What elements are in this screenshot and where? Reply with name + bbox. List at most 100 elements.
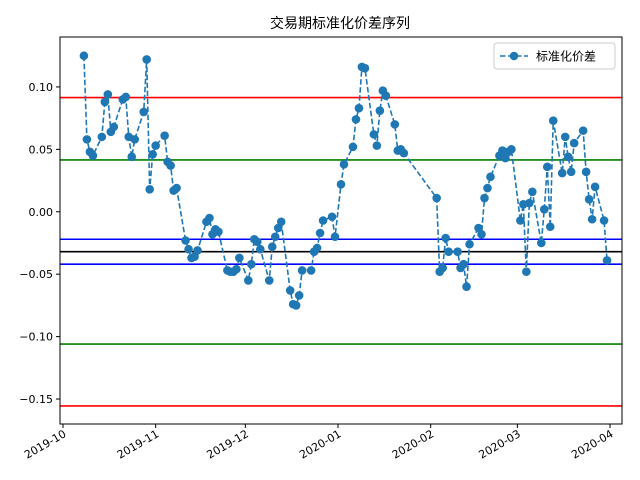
data-point-4 bbox=[97, 132, 107, 142]
data-point-104 bbox=[542, 162, 552, 172]
data-point-16 bbox=[145, 185, 154, 194]
data-point-80 bbox=[441, 233, 450, 243]
plot-frame bbox=[59, 36, 623, 425]
x-tick-label-1: 2019-11 bbox=[115, 427, 161, 461]
data-point-40 bbox=[247, 259, 256, 269]
data-point-61 bbox=[336, 180, 346, 189]
data-point-70 bbox=[375, 106, 385, 115]
data-point-44 bbox=[264, 276, 274, 285]
data-point-76 bbox=[399, 148, 409, 158]
data-point-17 bbox=[148, 150, 157, 159]
data-point-67 bbox=[360, 63, 370, 73]
data-point-86 bbox=[465, 239, 474, 249]
data-point-12 bbox=[127, 152, 137, 162]
data-point-5 bbox=[100, 97, 110, 107]
data-point-18 bbox=[151, 141, 160, 150]
data-point-110 bbox=[566, 167, 576, 177]
data-point-79 bbox=[438, 263, 447, 273]
y-tick-label-3: −0.05 bbox=[19, 268, 53, 281]
data-point-45 bbox=[267, 242, 277, 252]
data-point-58 bbox=[318, 216, 328, 225]
data-point-59 bbox=[327, 212, 337, 222]
data-point-115 bbox=[587, 214, 597, 224]
data-point-48 bbox=[276, 217, 286, 227]
data-point-1 bbox=[82, 135, 92, 144]
data-point-3 bbox=[88, 151, 98, 160]
data-point-56 bbox=[312, 243, 322, 253]
data-point-111 bbox=[569, 138, 579, 148]
data-point-101 bbox=[528, 187, 537, 197]
data-point-82 bbox=[453, 247, 462, 257]
data-point-102 bbox=[536, 238, 546, 248]
data-point-63 bbox=[348, 142, 358, 152]
x-tick-label-0: 2019-10 bbox=[22, 427, 68, 461]
data-point-28 bbox=[193, 246, 202, 255]
chart-title: 交易期标准化价差序列 bbox=[270, 15, 410, 32]
data-point-62 bbox=[339, 160, 349, 169]
data-point-52 bbox=[294, 291, 304, 300]
data-point-68 bbox=[369, 130, 379, 139]
data-point-85 bbox=[462, 282, 471, 291]
y-tick-label-5: −0.15 bbox=[19, 393, 53, 406]
data-point-72 bbox=[381, 91, 391, 100]
data-point-91 bbox=[486, 172, 495, 182]
data-point-24 bbox=[181, 236, 190, 245]
data-point-30 bbox=[205, 213, 214, 223]
x-tick-label-2: 2019-12 bbox=[205, 427, 251, 461]
data-point-38 bbox=[235, 253, 244, 263]
data-point-51 bbox=[291, 301, 301, 310]
data-point-15 bbox=[142, 55, 151, 64]
data-point-33 bbox=[214, 227, 223, 237]
data-point-25 bbox=[184, 244, 193, 254]
data-point-65 bbox=[354, 103, 364, 113]
data-point-112 bbox=[578, 126, 588, 135]
data-point-46 bbox=[270, 232, 280, 242]
data-point-19 bbox=[160, 131, 169, 140]
data-point-37 bbox=[232, 264, 241, 274]
data-point-8 bbox=[109, 122, 119, 132]
legend: 标准化价差 bbox=[493, 42, 616, 70]
data-point-43 bbox=[255, 244, 265, 254]
data-point-60 bbox=[330, 232, 340, 242]
data-point-97 bbox=[516, 216, 525, 225]
data-point-49 bbox=[285, 286, 295, 295]
data-point-106 bbox=[548, 116, 558, 125]
data-point-39 bbox=[244, 276, 253, 285]
data-point-13 bbox=[130, 135, 140, 144]
data-point-90 bbox=[483, 183, 492, 193]
data-point-42 bbox=[252, 237, 262, 247]
data-point-114 bbox=[584, 194, 594, 204]
data-point-84 bbox=[459, 259, 468, 269]
data-point-14 bbox=[139, 107, 148, 117]
data-point-54 bbox=[306, 266, 316, 275]
series-line-0 bbox=[83, 55, 608, 307]
data-point-73 bbox=[390, 120, 400, 129]
data-point-57 bbox=[315, 228, 325, 238]
data-point-118 bbox=[602, 256, 612, 265]
data-point-77 bbox=[432, 193, 441, 203]
x-tick-label-4: 2020-02 bbox=[390, 427, 436, 461]
data-point-21 bbox=[166, 161, 175, 170]
data-point-89 bbox=[480, 193, 489, 203]
plot-area: 0.10 0.05 0.00 −0.05 −0.10 −0.15 2019-10 2019-1… bbox=[19, 36, 623, 462]
data-point-10 bbox=[121, 92, 131, 102]
y-tick-label-2: 0.00 bbox=[29, 206, 54, 219]
data-point-99 bbox=[522, 267, 531, 277]
data-point-53 bbox=[297, 266, 307, 275]
data-point-6 bbox=[103, 90, 113, 99]
data-point-108 bbox=[560, 132, 570, 142]
data-point-0 bbox=[79, 51, 89, 61]
y-tick-label-1: 0.05 bbox=[29, 143, 54, 156]
x-tick-label-5: 2020-03 bbox=[477, 427, 523, 461]
data-point-109 bbox=[563, 152, 573, 162]
y-tick-label-0: 0.10 bbox=[29, 81, 54, 94]
data-point-107 bbox=[557, 168, 567, 178]
data-point-23 bbox=[172, 183, 181, 193]
data-point-88 bbox=[477, 229, 486, 239]
data-point-117 bbox=[599, 216, 609, 225]
data-point-116 bbox=[590, 182, 600, 192]
data-point-69 bbox=[372, 141, 382, 150]
data-point-96 bbox=[507, 145, 516, 154]
x-tick-label-6: 2020-04 bbox=[569, 427, 615, 461]
